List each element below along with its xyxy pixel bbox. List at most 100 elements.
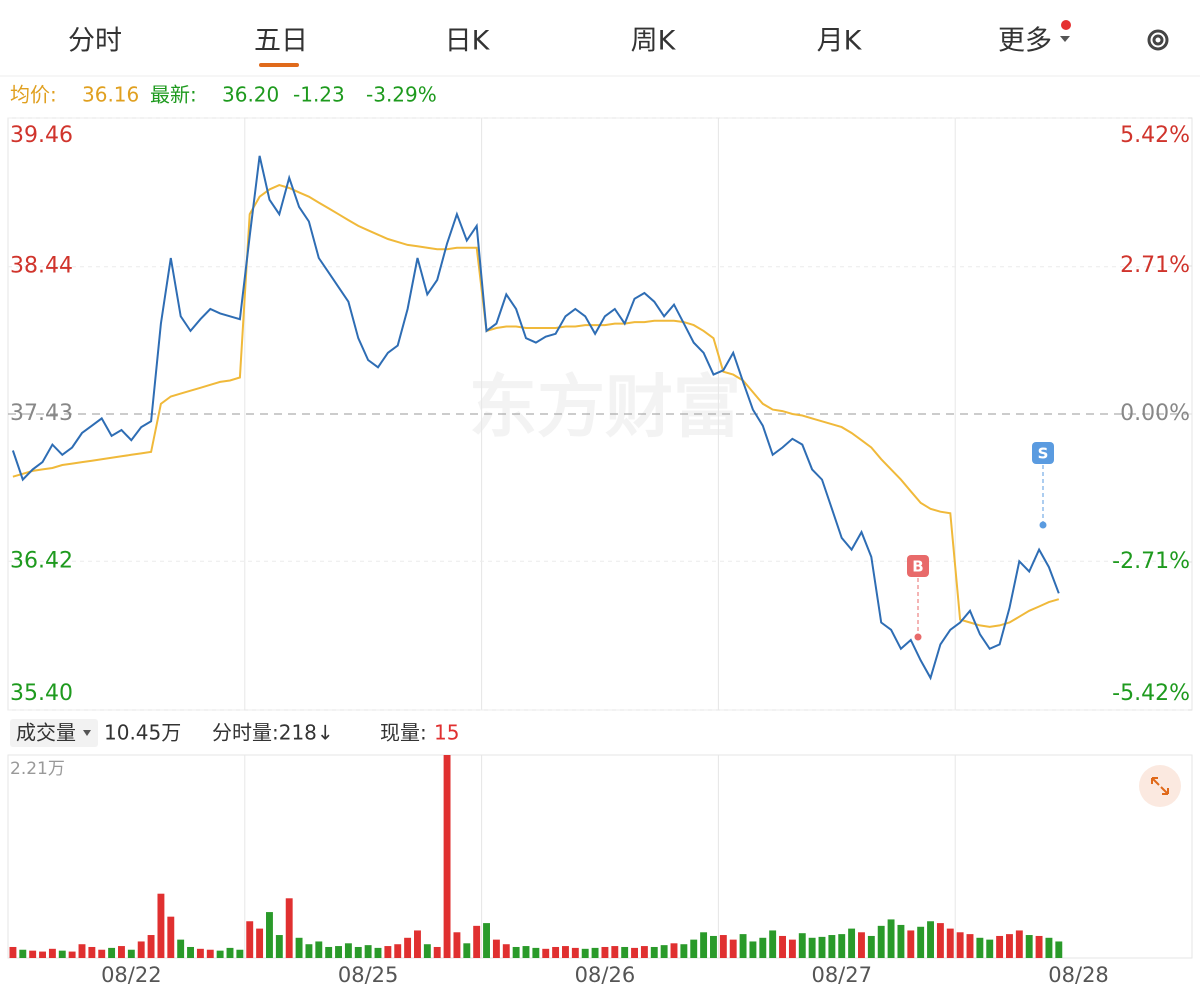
volume-bar	[552, 946, 560, 958]
volume-bar	[423, 944, 431, 958]
volume-bar	[611, 946, 619, 958]
expand-button[interactable]	[1139, 765, 1181, 807]
volume-bar	[907, 930, 915, 958]
volume-bar	[226, 947, 234, 958]
volume-bar	[897, 924, 905, 958]
volume-bar	[877, 925, 885, 958]
volume-bar	[295, 937, 303, 958]
volume-label[interactable]: 成交量	[16, 721, 76, 745]
volume-bar	[364, 945, 372, 958]
volume-bar	[719, 935, 727, 958]
volume-bar	[206, 949, 214, 958]
expand-icon	[1151, 777, 1169, 795]
volume-bar	[256, 928, 264, 958]
x-tick-label: 08/27	[811, 963, 872, 987]
volume-bar	[670, 943, 678, 958]
volume-bar	[315, 941, 323, 958]
x-tick-label: 08/25	[338, 963, 399, 987]
volume-bar	[848, 928, 856, 958]
volume-bar	[512, 946, 520, 958]
volume-bar	[571, 947, 579, 958]
more-arrow	[1060, 36, 1070, 42]
volume-bar	[344, 943, 352, 958]
volume-bar	[384, 946, 392, 958]
volume-bar	[88, 946, 96, 958]
volume-bar	[759, 937, 767, 958]
x-tick-label: 08/26	[575, 963, 636, 987]
volume-bar	[660, 945, 668, 958]
volume-bar	[275, 935, 283, 958]
volume-bar	[78, 944, 86, 958]
volume-bar	[927, 921, 934, 958]
volume-bar	[236, 949, 244, 958]
volume-bar	[433, 946, 441, 958]
volume-bar	[1015, 930, 1023, 958]
settings-icon[interactable]	[1147, 29, 1169, 51]
volume-bar	[798, 933, 806, 958]
current-label: 现量:	[380, 721, 427, 745]
volume-bar	[453, 932, 461, 958]
volume-bar	[690, 939, 698, 958]
tab[interactable]: 月K	[817, 26, 863, 57]
tab[interactable]: 五日	[254, 26, 308, 57]
change: -1.23	[293, 83, 345, 107]
price-chart: 39.46 38.44 37.43 36.42 35.40 5.42% 2.71% 0.00%…	[7, 117, 1193, 711]
y-tick-label: 39.46	[10, 123, 73, 148]
y-tick-label: 37.43	[10, 401, 73, 426]
x-tick-label: 08/22	[101, 963, 162, 987]
volume-bar	[404, 937, 412, 958]
volume-bar	[177, 939, 185, 958]
volume-bar	[601, 946, 609, 958]
volume-bar	[394, 944, 402, 958]
volume-bar	[976, 937, 984, 958]
tab[interactable]: 更多	[998, 26, 1052, 57]
info-row: 均价: 36.16 最新: 36.20 -1.23 -3.29%	[10, 83, 437, 107]
tab[interactable]: 日K	[445, 26, 491, 57]
volume-bar	[108, 947, 116, 958]
marker-label: B	[912, 558, 923, 576]
volume-bar	[187, 946, 194, 958]
tab-bar: 分时 五日 日K 周K 月K 更多	[68, 26, 1052, 57]
volume-bar	[167, 916, 175, 958]
volume-bar	[1055, 941, 1063, 958]
volume-bar	[98, 949, 106, 958]
volume-bar	[996, 935, 1004, 958]
volume-bar	[867, 935, 875, 958]
volume-bar	[562, 946, 569, 958]
y2-tick-label: 0.00%	[1120, 401, 1190, 426]
volume-bar	[779, 935, 786, 958]
volume-bar	[522, 946, 530, 958]
volume-bar	[828, 935, 836, 958]
volume-bar	[1006, 934, 1013, 958]
y2-tick-label: -2.71%	[1112, 549, 1190, 574]
volume-bar	[305, 944, 313, 958]
volume-select[interactable]	[10, 719, 98, 747]
volume-bar	[729, 939, 737, 958]
y2-tick-label: -5.42%	[1112, 681, 1190, 706]
volume-bar	[157, 893, 165, 958]
change-pct: -3.29%	[366, 83, 437, 107]
volume-bar	[196, 948, 204, 958]
marker-label: S	[1038, 445, 1049, 463]
badge-dot	[1061, 20, 1071, 30]
volume-chart: 2.21万 08/22 08/25 08/26 08/27 08/28	[7, 754, 1193, 987]
volume-bar	[502, 944, 510, 958]
volume-bar	[29, 950, 37, 958]
volume-bar	[492, 939, 500, 958]
last-value: 36.20	[222, 83, 279, 107]
tab[interactable]: 周K	[631, 26, 677, 57]
y-tick-label: 2.21万	[10, 759, 65, 779]
volume-bar	[631, 947, 638, 958]
volume-bar	[266, 912, 273, 958]
y-tick-label: 36.42	[10, 548, 73, 573]
tab[interactable]: 分时	[68, 26, 122, 57]
y2-tick-label: 5.42%	[1120, 123, 1190, 148]
volume-bar	[640, 946, 648, 958]
volume-bar	[463, 943, 471, 958]
volume-bar	[39, 951, 46, 958]
tab-underline	[259, 63, 299, 67]
volume-bar	[19, 949, 27, 958]
